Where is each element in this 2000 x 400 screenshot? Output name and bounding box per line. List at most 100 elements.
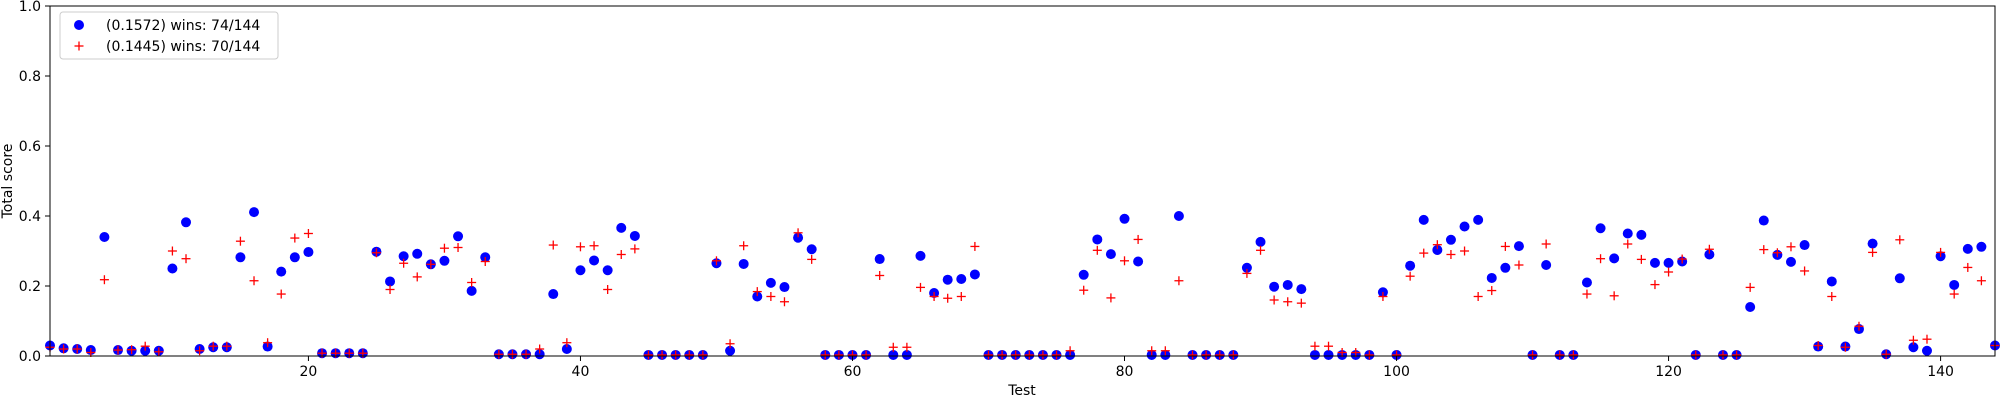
data-point-plus xyxy=(494,349,504,359)
data-point-plus xyxy=(371,248,381,258)
data-point-plus xyxy=(507,349,517,359)
data-point-circle xyxy=(1581,277,1592,288)
data-point-circle xyxy=(1949,279,1960,290)
data-point-plus xyxy=(140,341,150,351)
data-point-circle xyxy=(874,254,885,265)
data-point-plus xyxy=(1011,350,1021,360)
plot-frame xyxy=(49,5,1996,357)
data-point-plus xyxy=(1133,234,1143,244)
data-point-circle xyxy=(289,252,300,263)
data-point-plus xyxy=(1582,289,1592,299)
data-point-plus xyxy=(1936,247,1946,257)
data-point-plus xyxy=(807,254,817,264)
data-point-plus xyxy=(888,342,898,352)
data-point-plus xyxy=(820,350,830,360)
data-point-circle xyxy=(235,252,246,263)
data-point-circle xyxy=(602,265,613,276)
data-point-plus xyxy=(1215,350,1225,360)
data-point-circle xyxy=(1418,214,1429,225)
data-point-plus xyxy=(1664,267,1674,277)
data-point-plus xyxy=(970,241,980,251)
data-point-plus xyxy=(1568,350,1578,360)
data-point-plus xyxy=(426,259,436,269)
data-point-plus xyxy=(698,350,708,360)
data-point-plus xyxy=(453,243,463,252)
data-point-plus xyxy=(1106,293,1116,303)
data-point-circle xyxy=(561,344,572,354)
data-point-circle xyxy=(548,289,559,300)
legend: (0.1572) wins: 74/144 (0.1445) wins: 70/1… xyxy=(59,11,279,60)
data-point-plus xyxy=(1718,350,1728,360)
legend-marker xyxy=(74,41,84,51)
data-point-plus xyxy=(956,292,966,301)
data-point-plus xyxy=(154,347,164,357)
data-point-plus xyxy=(1704,244,1714,254)
data-point-circle xyxy=(956,274,967,284)
data-point-plus xyxy=(1800,266,1810,276)
data-point-plus xyxy=(467,278,477,287)
data-point-plus xyxy=(1310,341,1320,351)
x-tick-label: 60 xyxy=(844,364,862,380)
data-point-plus xyxy=(1922,334,1932,344)
data-point-plus xyxy=(1623,239,1633,249)
data-point-plus xyxy=(902,342,912,352)
data-point-circle xyxy=(1105,249,1116,260)
data-point-plus xyxy=(1745,282,1755,292)
data-point-circle xyxy=(1119,213,1130,224)
data-point-circle xyxy=(466,285,477,296)
data-point-plus xyxy=(603,285,613,294)
data-point-circle xyxy=(303,247,314,258)
data-point-plus xyxy=(1324,341,1334,351)
data-point-circle xyxy=(575,265,586,276)
data-point-plus xyxy=(1555,350,1565,360)
data-point-plus xyxy=(562,338,572,348)
data-point-circle xyxy=(1282,279,1293,290)
data-point-circle xyxy=(1758,215,1769,226)
data-point-circle xyxy=(1445,234,1456,245)
data-point-plus xyxy=(1759,245,1769,255)
data-point-plus xyxy=(127,345,137,355)
data-point-plus xyxy=(1432,240,1442,250)
data-point-circle xyxy=(249,207,260,218)
chart-marks xyxy=(45,207,2000,360)
data-point-plus xyxy=(1650,280,1660,290)
data-point-plus xyxy=(1405,271,1415,281)
data-point-plus xyxy=(113,345,123,355)
data-point-circle xyxy=(1500,262,1511,273)
data-point-plus xyxy=(1283,297,1293,307)
data-point-circle xyxy=(1323,349,1334,360)
data-point-plus xyxy=(1460,246,1470,256)
data-point-circle xyxy=(1745,302,1756,312)
data-point-circle xyxy=(1962,243,1973,254)
data-point-plus xyxy=(1269,295,1279,305)
data-point-plus xyxy=(1732,350,1742,360)
x-tick-label: 80 xyxy=(1116,364,1134,380)
data-point-plus xyxy=(399,258,409,268)
data-point-circle xyxy=(738,258,749,269)
data-point-circle xyxy=(752,291,763,302)
data-point-plus xyxy=(575,242,585,252)
data-point-circle xyxy=(779,282,790,293)
data-point-plus xyxy=(263,338,273,348)
legend-box xyxy=(59,11,279,60)
legend-label: (0.1572) wins: 74/144 xyxy=(106,18,260,34)
data-point-plus xyxy=(181,254,191,264)
data-point-plus xyxy=(643,350,653,360)
legend-label: (0.1445) wins: 70/144 xyxy=(106,39,260,55)
data-point-plus xyxy=(222,341,232,351)
data-point-plus xyxy=(1541,239,1551,249)
data-point-circle xyxy=(1976,241,1987,252)
data-point-circle xyxy=(942,274,953,285)
x-tick-label: 40 xyxy=(572,364,590,380)
y-tick-label: 0.0 xyxy=(19,349,41,365)
data-point-circle xyxy=(1894,273,1905,284)
data-point-plus xyxy=(1120,256,1130,266)
data-point-plus xyxy=(875,271,885,280)
data-point-circle xyxy=(1241,262,1252,273)
series-1 xyxy=(45,207,2000,360)
data-point-plus xyxy=(1908,335,1918,345)
y-tick-label: 0.4 xyxy=(19,209,41,225)
data-point-plus xyxy=(1854,321,1864,331)
data-point-plus xyxy=(915,282,925,292)
